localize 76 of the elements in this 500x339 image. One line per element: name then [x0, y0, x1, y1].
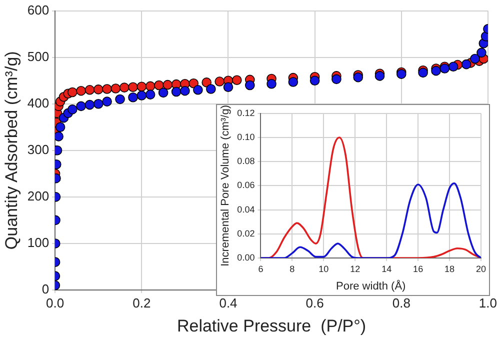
x-tick-label: 0.6: [306, 295, 324, 310]
point: [84, 85, 95, 95]
point: [84, 100, 95, 110]
point: [476, 48, 486, 58]
point: [374, 71, 385, 81]
x-tick-label: 0.8: [392, 295, 410, 310]
point: [55, 122, 66, 132]
y-tick-label: 0.12: [237, 108, 255, 118]
point: [244, 80, 255, 90]
point: [223, 82, 234, 92]
y-tick-label: 400: [27, 95, 50, 110]
y-tick-label: 0: [42, 282, 50, 297]
point: [55, 132, 64, 142]
point: [214, 76, 224, 86]
y-tick-label: 100: [27, 235, 50, 250]
point: [115, 94, 125, 104]
point: [93, 84, 104, 94]
x-tick-label: 0.0: [46, 295, 64, 310]
point: [171, 86, 182, 97]
point: [158, 88, 168, 98]
point: [119, 82, 130, 92]
x-tick-label: 6: [258, 264, 264, 274]
point: [68, 87, 78, 98]
point: [193, 85, 203, 95]
x-tick-label: 10: [318, 264, 329, 274]
x-tick-label: 0.2: [132, 295, 151, 310]
point: [288, 77, 298, 87]
point: [102, 84, 112, 94]
y-tick-label: 0.04: [237, 204, 255, 214]
point: [93, 98, 104, 109]
y-tick-label: 0.10: [237, 132, 255, 142]
point: [68, 104, 78, 114]
y-tick-label: 300: [27, 142, 50, 157]
y-tick-label: 500: [27, 48, 50, 64]
point: [470, 54, 480, 64]
point: [232, 75, 242, 86]
point: [332, 74, 342, 84]
y-tick-label: 0.06: [237, 180, 255, 190]
y-axis-title: Quantity Adsorbed (cm³/g): [2, 51, 21, 250]
point: [136, 82, 147, 92]
point: [448, 62, 458, 72]
point: [128, 92, 138, 102]
point: [418, 68, 428, 78]
point: [110, 84, 121, 94]
point: [128, 82, 138, 92]
y-tick-label: 200: [27, 188, 50, 204]
point: [206, 84, 216, 94]
x-axis-title: Pore width (Å): [336, 279, 406, 292]
point: [154, 80, 164, 90]
point: [180, 86, 190, 96]
point: [102, 96, 112, 106]
y-tick-label: 0.08: [237, 156, 255, 166]
x-tick-label: 8: [290, 264, 295, 274]
point: [162, 80, 173, 90]
y-axis-title: Incremental Pore Volume (cm³/g): [220, 105, 232, 266]
x-axis-title: Relative Pressure (P/P°): [176, 316, 366, 336]
x-tick-label: 0.4: [219, 295, 238, 310]
point: [266, 78, 276, 89]
x-tick-label: 20: [476, 264, 486, 274]
x-tick-label: 16: [413, 264, 424, 274]
point: [431, 66, 441, 76]
point: [76, 101, 86, 112]
point: [145, 81, 156, 92]
x-tick-label: 1.0: [478, 295, 498, 310]
x-tick-label: 12: [350, 264, 360, 274]
point: [145, 90, 156, 100]
point: [136, 90, 147, 100]
y-tick-label: 0.02: [237, 228, 255, 238]
y-tick-label: 600: [27, 2, 50, 18]
point: [353, 72, 363, 82]
x-tick-label: 14: [382, 264, 392, 274]
y-tick-label: 0.00: [237, 252, 255, 262]
point: [76, 86, 86, 96]
point: [310, 76, 320, 86]
x-tick-label: 18: [444, 264, 455, 274]
point: [461, 59, 472, 70]
